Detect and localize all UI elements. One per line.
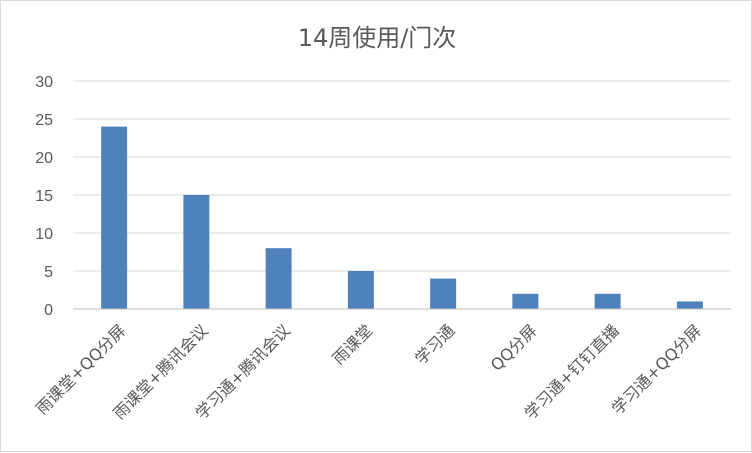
bar: [676, 301, 703, 309]
bar: [183, 195, 210, 309]
x-category-label: QQ分屏: [487, 321, 541, 375]
bar: [594, 293, 621, 309]
x-category-label: 学习通+QQ分屏: [608, 321, 705, 418]
y-tick-label: 20: [35, 150, 53, 167]
x-category-label: 雨课堂: [329, 321, 376, 368]
x-category-label: 学习通: [411, 321, 458, 368]
bar: [347, 271, 374, 309]
y-tick-label: 30: [35, 74, 53, 91]
gridlines: [73, 80, 731, 272]
y-tick-label: 5: [44, 264, 53, 281]
bar: [512, 293, 539, 309]
chart-title: 14周使用/门次: [298, 24, 457, 52]
y-tick-label: 25: [35, 112, 53, 129]
y-tick-label: 0: [44, 302, 53, 319]
y-tick-label: 10: [35, 226, 53, 243]
bar: [430, 278, 457, 309]
bar: [101, 126, 128, 309]
bar: [265, 248, 292, 309]
bars: [101, 126, 703, 309]
y-tick-label: 15: [35, 188, 53, 205]
y-axis-ticks: 0 5 10 15 20 25 30: [35, 74, 53, 319]
